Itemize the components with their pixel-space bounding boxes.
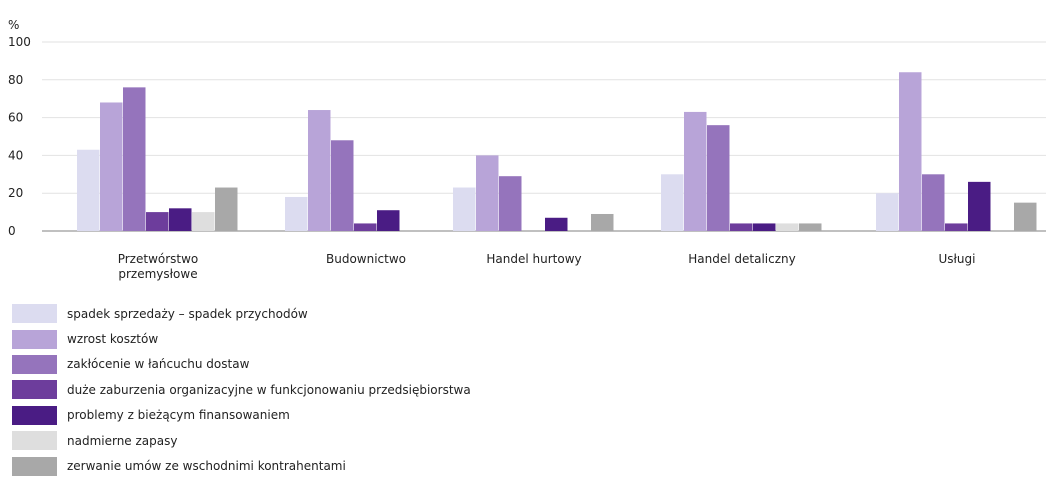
legend-swatch (12, 431, 57, 451)
bar (123, 87, 146, 231)
y-tick-label: 100 (8, 35, 31, 49)
bar (945, 223, 968, 231)
legend: spadek sprzedaży – spadek przychodów wzro… (12, 301, 471, 479)
bar (308, 110, 331, 231)
bar (215, 187, 238, 231)
legend-item: zakłócenie w łańcuchu dostaw (12, 352, 471, 377)
bar (684, 111, 707, 231)
bar (753, 223, 776, 231)
bar (285, 196, 308, 231)
bar (799, 223, 822, 231)
bar (922, 174, 945, 231)
bar (730, 223, 753, 231)
legend-swatch (12, 354, 57, 374)
legend-item: duże zaburzenia organizacyjne w funkcjon… (12, 377, 471, 402)
legend-swatch (12, 380, 57, 400)
bar (545, 217, 568, 231)
legend-label: zakłócenie w łańcuchu dostaw (67, 357, 250, 372)
legend-item: nadmierne zapasy (12, 428, 471, 453)
bar (377, 210, 400, 231)
legend-label: zerwanie umów ze wschodnimi kontrahentam… (67, 459, 346, 474)
bar (776, 223, 799, 231)
legend-label: problemy z bieżącym finansowaniem (67, 408, 290, 423)
legend-swatch (12, 456, 57, 476)
bar (661, 174, 684, 231)
legend-label: wzrost kosztów (67, 332, 159, 347)
x-tick-label: Przetwórstwo (118, 252, 199, 266)
bar (146, 212, 169, 231)
bar (476, 155, 499, 231)
x-tick-label: Handel detaliczny (688, 252, 795, 266)
x-tick-label: Handel hurtowy (486, 252, 581, 266)
bar (499, 176, 522, 231)
legend-swatch (12, 304, 57, 324)
legend-item: spadek sprzedaży – spadek przychodów (12, 301, 471, 326)
bars (77, 72, 1037, 232)
bar (968, 181, 991, 231)
x-tick-label: przemysłowe (118, 267, 197, 281)
bar (169, 208, 192, 231)
y-tick-label: 40 (8, 148, 23, 162)
legend-item: zerwanie umów ze wschodnimi kontrahentam… (12, 453, 471, 478)
bar (100, 102, 123, 231)
bar (876, 193, 899, 231)
bar (354, 223, 377, 231)
x-tick-label: Usługi (938, 252, 975, 266)
bar (1014, 202, 1037, 231)
legend-label: nadmierne zapasy (67, 433, 178, 448)
legend-swatch (12, 329, 57, 349)
bar (331, 140, 354, 231)
y-tick-label: 20 (8, 186, 23, 200)
bar (707, 125, 730, 231)
bar (899, 72, 922, 232)
bar (192, 212, 215, 231)
legend-item: wzrost kosztów (12, 326, 471, 351)
legend-label: duże zaburzenia organizacyjne w funkcjon… (67, 382, 471, 397)
y-axis-ticks: 0 20 40 60 80 100 (8, 35, 31, 238)
legend-label: spadek sprzedaży – spadek przychodów (67, 306, 308, 321)
y-axis-label: % (8, 18, 19, 32)
legend-item: problemy z bieżącym finansowaniem (12, 403, 471, 428)
bar (591, 213, 614, 231)
bar (453, 187, 476, 231)
y-tick-label: 80 (8, 73, 23, 87)
x-tick-label: Budownictwo (326, 252, 406, 266)
y-tick-label: 60 (8, 111, 23, 125)
legend-swatch (12, 405, 57, 425)
y-tick-label: 0 (8, 224, 16, 238)
bar (77, 149, 100, 231)
